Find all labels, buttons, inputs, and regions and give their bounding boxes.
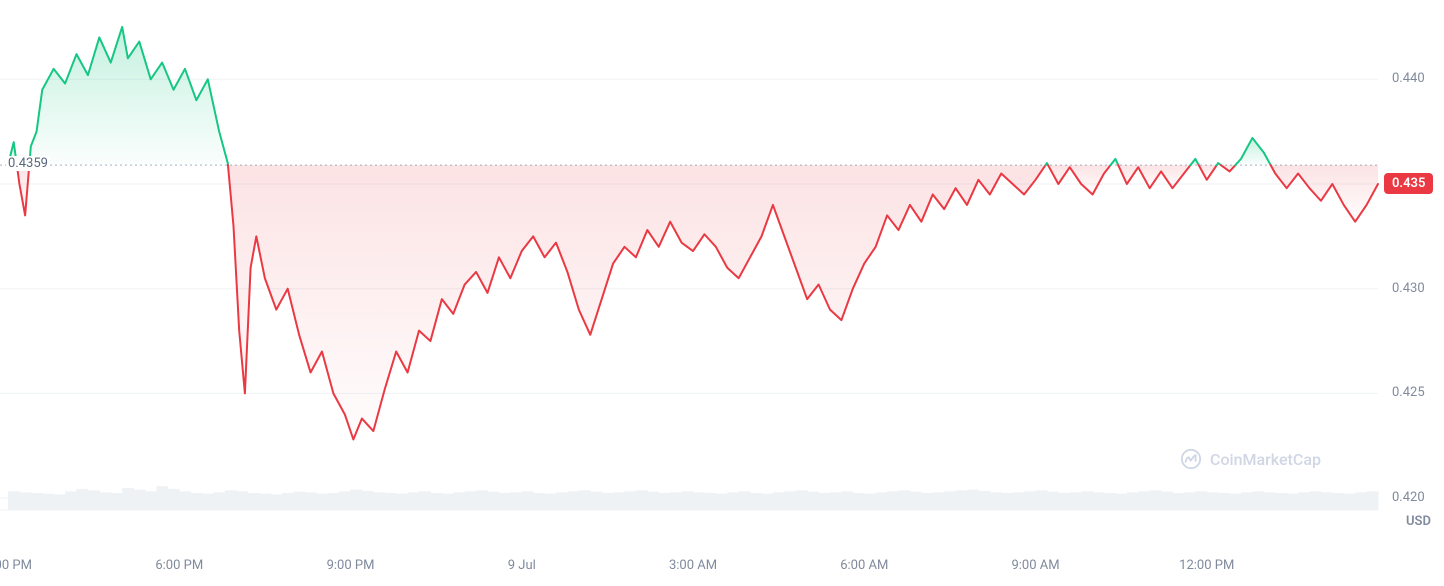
- reference-price-label: 0.4359: [6, 156, 50, 171]
- x-axis-label: 6:00 PM: [155, 558, 203, 573]
- price-chart[interactable]: 0.440 0.435 0.430 0.425 0.420 3:00 PM 6:00 PM 9…: [0, 0, 1444, 586]
- x-axis-label: 12:00 PM: [1179, 558, 1234, 573]
- x-axis-label: 3:00 AM: [669, 558, 717, 573]
- x-axis-label: 9:00 PM: [327, 558, 375, 573]
- y-axis-label: 0.420: [1392, 490, 1425, 505]
- x-axis-label: 6:00 AM: [840, 558, 888, 573]
- y-axis-label: 0.430: [1392, 281, 1425, 296]
- x-axis-label: 3:00 PM: [0, 558, 32, 573]
- watermark-text: CoinMarketCap: [1210, 450, 1321, 469]
- x-axis-label: 9:00 AM: [1011, 558, 1059, 573]
- currency-label: USD: [1406, 514, 1431, 529]
- last-price-badge: 0.435: [1384, 173, 1433, 194]
- x-axis-label: 9 Jul: [508, 558, 536, 573]
- coinmarketcap-icon: [1180, 448, 1202, 470]
- chart-svg: [0, 0, 1444, 586]
- watermark: CoinMarketCap: [1180, 448, 1321, 470]
- y-axis-label: 0.425: [1392, 385, 1425, 400]
- y-axis-label: 0.440: [1392, 71, 1425, 86]
